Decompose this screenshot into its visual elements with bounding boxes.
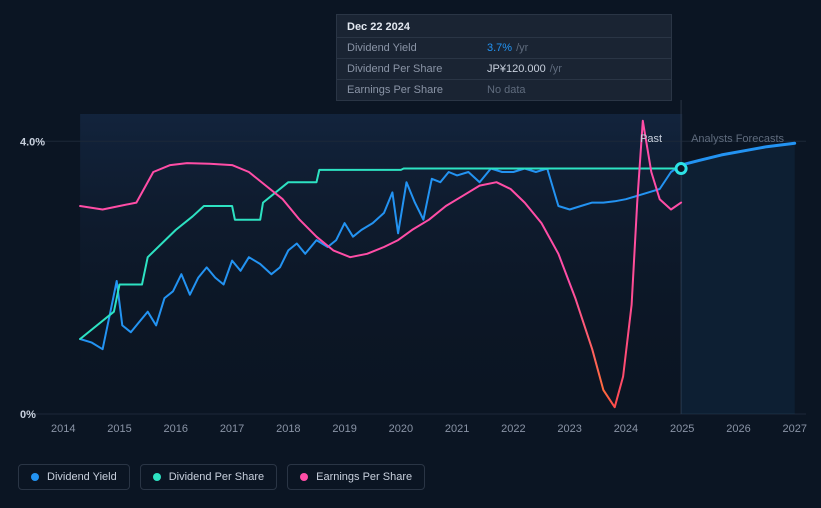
tooltip-key: Earnings Per Share [337,80,477,100]
svg-text:2020: 2020 [389,423,413,435]
svg-text:2014: 2014 [51,423,75,435]
legend-dot-icon [300,473,308,481]
tooltip-title: Dec 22 2024 [337,15,671,37]
svg-text:2015: 2015 [107,423,131,435]
legend-row: Dividend Yield Dividend Per Share Earnings… [18,464,425,490]
legend-label: Dividend Yield [47,471,117,483]
chart-container: 0% 4.0% 2014 2015 2016 2017 2018 2019 2020 2021 20… [0,0,821,508]
svg-text:2023: 2023 [557,423,581,435]
tooltip-row: Dividend Yield3.7%/yr [337,37,671,58]
tooltip-key: Dividend Per Share [337,59,477,79]
svg-text:4.0%: 4.0% [20,136,45,148]
legend-toggle-dividend-per-share[interactable]: Dividend Per Share [140,464,277,490]
svg-text:2027: 2027 [783,423,807,435]
tooltip-row: Earnings Per ShareNo data [337,79,671,100]
tooltip-value: 3.7%/yr [477,38,538,58]
svg-text:2026: 2026 [726,423,750,435]
legend-toggle-dividend-yield[interactable]: Dividend Yield [18,464,130,490]
legend-label: Dividend Per Share [169,471,264,483]
svg-text:2022: 2022 [501,423,525,435]
legend-label: Earnings Per Share [316,471,412,483]
svg-text:2021: 2021 [445,423,469,435]
svg-text:2019: 2019 [332,423,356,435]
tooltip-value: No data [477,80,536,100]
tooltip-key: Dividend Yield [337,38,477,58]
legend-dot-icon [153,473,161,481]
svg-text:2025: 2025 [670,423,694,435]
svg-text:0%: 0% [20,409,36,421]
svg-text:2024: 2024 [614,423,638,435]
svg-text:2018: 2018 [276,423,300,435]
svg-text:2017: 2017 [220,423,244,435]
tooltip-row: Dividend Per ShareJP¥120.000/yr [337,58,671,79]
svg-text:Past: Past [640,133,662,145]
tooltip-value: JP¥120.000/yr [477,59,572,79]
legend-dot-icon [31,473,39,481]
svg-text:Analysts Forecasts: Analysts Forecasts [691,133,784,145]
svg-text:2016: 2016 [164,423,188,435]
hover-tooltip: Dec 22 2024 Dividend Yield3.7%/yrDividen… [336,14,672,101]
legend-toggle-earnings-per-share[interactable]: Earnings Per Share [287,464,425,490]
